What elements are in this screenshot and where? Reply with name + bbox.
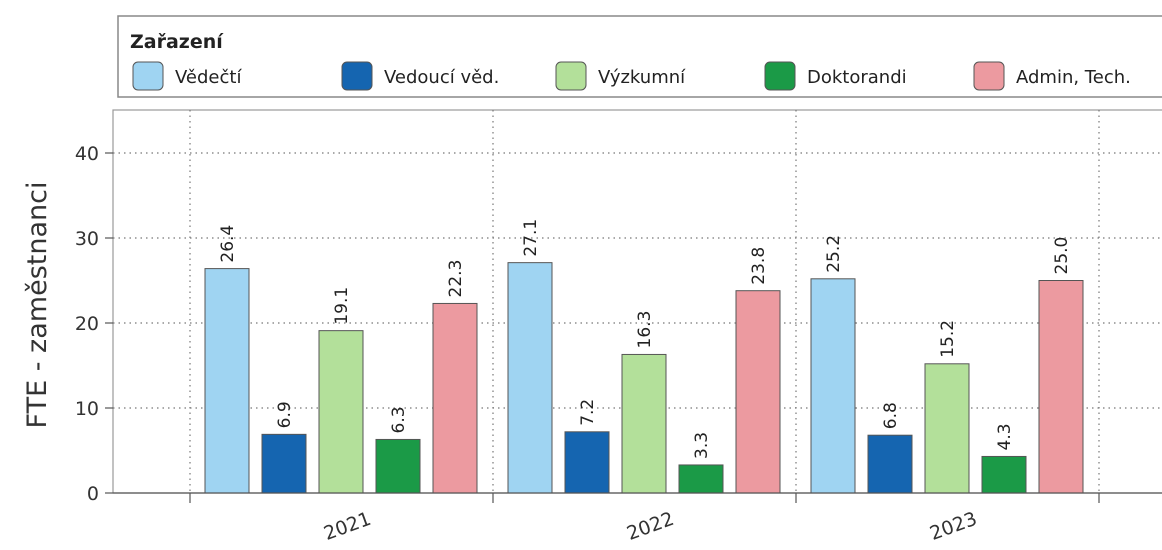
legend-swatch — [132, 61, 164, 91]
bar — [678, 464, 724, 494]
data-label: 23.8 — [749, 247, 769, 285]
bar — [507, 262, 553, 494]
legend-label: Vědečtí — [175, 67, 242, 88]
data-label: 27.1 — [521, 219, 541, 257]
data-label: 25.2 — [824, 235, 844, 273]
y-tick-label: 20 — [75, 313, 99, 335]
data-label: 4.3 — [995, 423, 1015, 450]
bar — [867, 434, 913, 494]
legend-label: Admin, Tech. — [1016, 67, 1131, 88]
x-category-label: 2022 — [624, 508, 677, 545]
bar — [735, 290, 781, 494]
legend: Zařazení Vědečtí Vedoucí věd. Výzkumní Dokt… — [117, 15, 1162, 98]
data-label: 7.2 — [578, 399, 598, 426]
bar — [1038, 280, 1084, 494]
data-label: 22.3 — [446, 260, 466, 298]
data-label: 6.8 — [881, 402, 901, 429]
legend-title: Zařazení — [130, 31, 224, 53]
x-category-label: 2021 — [321, 508, 374, 545]
y-axis-title: FTE - zaměstnanci — [22, 182, 53, 429]
data-label: 15.2 — [938, 320, 958, 358]
y-tick-label: 0 — [87, 483, 99, 505]
data-label: 6.9 — [275, 401, 295, 428]
y-tick-label: 30 — [75, 228, 99, 250]
bar — [810, 278, 856, 494]
legend-swatch — [341, 61, 373, 91]
bar — [261, 433, 307, 494]
bar — [924, 363, 970, 494]
x-category-label: 2023 — [927, 508, 980, 545]
data-label: 25.0 — [1052, 237, 1072, 275]
data-label: 19.1 — [332, 287, 352, 325]
bar — [375, 438, 421, 494]
legend-label: Vedoucí věd. — [384, 67, 499, 88]
bar — [432, 302, 478, 494]
legend-label: Doktorandi — [807, 67, 907, 88]
legend-label: Výzkumní — [598, 67, 686, 88]
legend-swatch — [555, 61, 587, 91]
data-label: 26.4 — [218, 225, 238, 263]
data-label: 6.3 — [389, 406, 409, 433]
legend-swatch — [973, 61, 1005, 91]
legend-swatch — [764, 61, 796, 91]
plot-area: 26.4 27.1 25.2 6.9 7.2 6.8 19.1 16.3 15.2 6.3 3.3 4… — [75, 109, 1162, 545]
bar — [318, 330, 364, 494]
bar — [621, 353, 667, 494]
data-label: 3.3 — [692, 432, 712, 459]
bar — [981, 455, 1027, 494]
bar — [204, 268, 250, 494]
y-tick-label: 40 — [75, 143, 99, 165]
y-tick-label: 10 — [75, 398, 99, 420]
data-label: 16.3 — [635, 311, 655, 349]
bar — [564, 431, 610, 494]
